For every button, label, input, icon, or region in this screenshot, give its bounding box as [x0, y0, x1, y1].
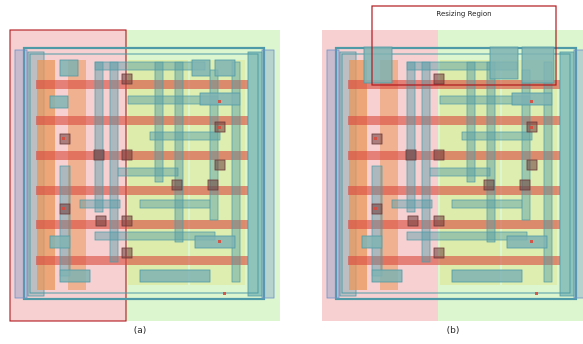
metal-track-12: [429, 167, 491, 177]
contact-6: [121, 215, 133, 227]
poly-bar-2: [348, 116, 560, 125]
cell-frame: [9, 29, 127, 322]
panel-b-layout: [322, 30, 583, 321]
via-dot-6: [223, 292, 226, 295]
metal-track-10: [451, 199, 523, 209]
right-rail: [261, 49, 275, 299]
outer-boundary: [334, 46, 578, 301]
metal-track-12: [117, 167, 179, 177]
metal-fill-block-2: [489, 46, 519, 80]
diffusion-col-2: [380, 60, 398, 290]
left-rail: [14, 49, 28, 299]
contact-5: [207, 179, 219, 191]
via-dot-3: [530, 100, 533, 103]
metal-fill-block-2: [191, 59, 211, 77]
panel-a-caption: (a): [133, 326, 147, 336]
contact-12: [214, 159, 226, 171]
metal-fill-block-4: [511, 92, 553, 106]
poly-bar-3: [36, 151, 248, 160]
metal-track-14: [391, 199, 433, 209]
metal-fill-block-8: [49, 235, 71, 249]
metal-track-13: [371, 165, 383, 277]
metal-track-1: [94, 61, 104, 213]
metal-fill-block-3: [214, 59, 236, 77]
contact-7: [95, 215, 107, 227]
metal-track-6: [231, 61, 241, 283]
via-dot-1: [374, 137, 377, 140]
contact-2: [93, 149, 105, 161]
contact-2: [405, 149, 417, 161]
metal-fill-block-9: [49, 95, 69, 109]
right-rail-strip: [247, 51, 263, 297]
metal-track-13: [59, 165, 71, 277]
via-dot-4: [530, 126, 533, 129]
metal-track-5: [209, 69, 219, 221]
contact-4: [171, 179, 183, 191]
via-dot-4: [218, 126, 221, 129]
metal-fill-block-7: [371, 269, 403, 283]
metal-fill-block-4: [199, 92, 241, 106]
contact-3: [433, 149, 445, 161]
panel-a-layout: [9, 29, 280, 322]
right-rail-strip: [559, 51, 575, 297]
contact-7: [407, 215, 419, 227]
metal-fill-block-1: [59, 59, 79, 77]
metal-track-9: [461, 131, 533, 141]
metal-fill-block-1: [363, 46, 393, 84]
diffusion-col-1: [349, 60, 367, 290]
via-dot-5: [530, 240, 533, 243]
contact-4: [483, 179, 495, 191]
poly-bar-4: [348, 186, 560, 195]
left-rail: [326, 49, 340, 299]
metal-track-3: [466, 61, 476, 183]
contact-1: [433, 73, 445, 85]
diffusion-col-1: [37, 60, 55, 290]
metal-track-9: [149, 131, 221, 141]
resizing-region-label: Resizing Region: [436, 10, 492, 18]
metal-track-7: [94, 61, 206, 71]
via-dot-2: [374, 207, 377, 210]
via-dot-2: [62, 207, 65, 210]
via-dot-1: [62, 137, 65, 140]
contact-8: [433, 247, 445, 259]
metal-fill-block-5: [194, 235, 236, 249]
via-dot-6: [535, 292, 538, 295]
metal-fill-block-6: [139, 269, 211, 283]
poly-bar-1: [36, 80, 248, 89]
poly-bar-6: [36, 256, 248, 265]
poly-bar-3: [348, 151, 560, 160]
metal-track-3: [154, 61, 164, 183]
metal-fill-block-7: [59, 269, 91, 283]
poly-bar-6: [348, 256, 560, 265]
metal-track-4: [174, 61, 184, 243]
right-rail: [573, 49, 583, 299]
metal-track-4: [486, 61, 496, 243]
metal-fill-block-6: [451, 269, 523, 283]
contact-8: [121, 247, 133, 259]
contact-6: [433, 215, 445, 227]
via-dot-5: [218, 240, 221, 243]
poly-bar-2: [36, 116, 248, 125]
poly-bar-4: [36, 186, 248, 195]
outer-boundary: [22, 46, 266, 301]
contact-3: [121, 149, 133, 161]
contact-12: [526, 159, 538, 171]
via-dot-3: [218, 100, 221, 103]
metal-track-14: [79, 199, 121, 209]
metal-track-5: [521, 69, 531, 221]
diffusion-col-2: [68, 60, 86, 290]
metal-track-10: [139, 199, 211, 209]
panel-b-caption: (b): [446, 326, 460, 336]
resizing-region-box: [371, 5, 557, 86]
poly-bar-5: [36, 220, 248, 229]
metal-fill-block-3: [521, 46, 555, 84]
contact-5: [519, 179, 531, 191]
metal-fill-block-8: [361, 235, 383, 249]
poly-bar-5: [348, 220, 560, 229]
contact-1: [121, 73, 133, 85]
metal-fill-block-5: [506, 235, 548, 249]
